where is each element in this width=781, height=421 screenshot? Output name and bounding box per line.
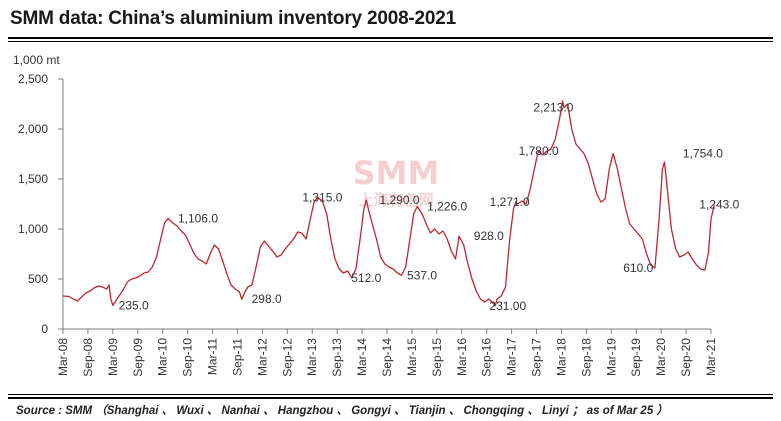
- x-tick-label: Mar-17: [505, 338, 519, 376]
- x-tick-label: Sep-08: [81, 338, 95, 377]
- x-tick-label: Mar-11: [206, 338, 220, 375]
- data-label: 1,226.0: [427, 199, 467, 213]
- data-label: 1,106.0: [178, 211, 218, 225]
- data-label: 1,271.0: [490, 195, 530, 209]
- data-label: 537.0: [407, 268, 437, 282]
- data-labels: 235.0 1,106.0 298.0 1,315.0 512.0 1,290.0 537.…: [119, 101, 740, 313]
- x-tick-label: Sep-15: [430, 338, 444, 377]
- data-label: 1,290.0: [380, 193, 420, 207]
- data-label: 235.0: [119, 299, 149, 313]
- x-tick-label: Sep-16: [480, 338, 494, 377]
- x-tick-label: Mar-21: [704, 338, 718, 376]
- x-tick-label: Sep-11: [230, 338, 244, 376]
- series-group: [62, 100, 715, 307]
- bottom-rule-thick: [8, 397, 773, 399]
- data-label: 231.00: [489, 299, 526, 313]
- data-label: 2,213.0: [533, 101, 573, 115]
- x-tick-label: Mar-16: [455, 338, 469, 376]
- x-tick-label: Sep-09: [131, 338, 145, 377]
- y-tick-label: 0: [41, 322, 48, 336]
- x-tick-label: Mar-20: [654, 338, 668, 376]
- x-tick-label: Mar-09: [106, 338, 120, 376]
- data-label: 298.0: [252, 292, 282, 306]
- data-label: 1,754.0: [683, 147, 723, 161]
- y-tick-label: 2,500: [18, 72, 48, 86]
- x-tick-label: Sep-13: [330, 338, 344, 377]
- data-label: 928.0: [474, 229, 504, 243]
- x-tick-label: Mar-10: [156, 338, 170, 376]
- series-line-0: [62, 100, 715, 307]
- bottom-rule-thin: [8, 394, 773, 395]
- x-tick-label: Sep-17: [530, 338, 544, 377]
- chart-axes: 1,000 mt 0 500 1,000 1,500 2,000 2,500 Mar-08 Se…: [13, 53, 718, 377]
- data-label: 512.0: [351, 271, 381, 285]
- data-label: 1,780.0: [519, 144, 559, 158]
- watermark-subtitle: 上海有色网: [358, 191, 433, 209]
- x-tick-label: Sep-14: [380, 338, 394, 377]
- y-unit-label: 1,000 mt: [13, 53, 60, 67]
- source-note: Source : SMM （Shanghai 、 Wuxi 、 Nanhai 、…: [16, 405, 668, 417]
- y-tick-label: 1,000: [18, 222, 48, 236]
- x-tick-label: Mar-15: [405, 338, 419, 376]
- x-tick-label: Mar-13: [305, 338, 319, 376]
- y-tick-label: 500: [28, 272, 48, 286]
- x-tick-label: Mar-19: [604, 338, 618, 376]
- x-tick-label: Mar-18: [554, 338, 568, 376]
- chart-title: SMM data: China’s aluminium inventory 20…: [10, 8, 457, 29]
- y-tick-label: 2,000: [18, 122, 48, 136]
- x-tick-label: Sep-18: [579, 338, 593, 377]
- x-tick-label: Sep-20: [679, 338, 693, 377]
- y-tick-label: 1,500: [18, 172, 48, 186]
- top-rule-thin: [8, 41, 773, 42]
- watermark-logo-text: SMM: [353, 154, 440, 192]
- x-tick-label: Sep-19: [629, 338, 643, 377]
- data-label: 610.0: [623, 261, 653, 275]
- x-tick-label: Sep-12: [280, 338, 294, 377]
- data-label: 1,243.0: [699, 198, 739, 212]
- x-tick-label: Mar-14: [355, 338, 369, 376]
- watermark-logo: SMM 上海有色网: [353, 154, 440, 209]
- x-tick-label: Mar-12: [255, 338, 269, 376]
- x-tick-label: Sep-10: [181, 338, 195, 377]
- top-rule-thick: [8, 37, 773, 39]
- data-label: 1,315.0: [302, 191, 342, 205]
- x-tick-label: Mar-08: [56, 338, 70, 376]
